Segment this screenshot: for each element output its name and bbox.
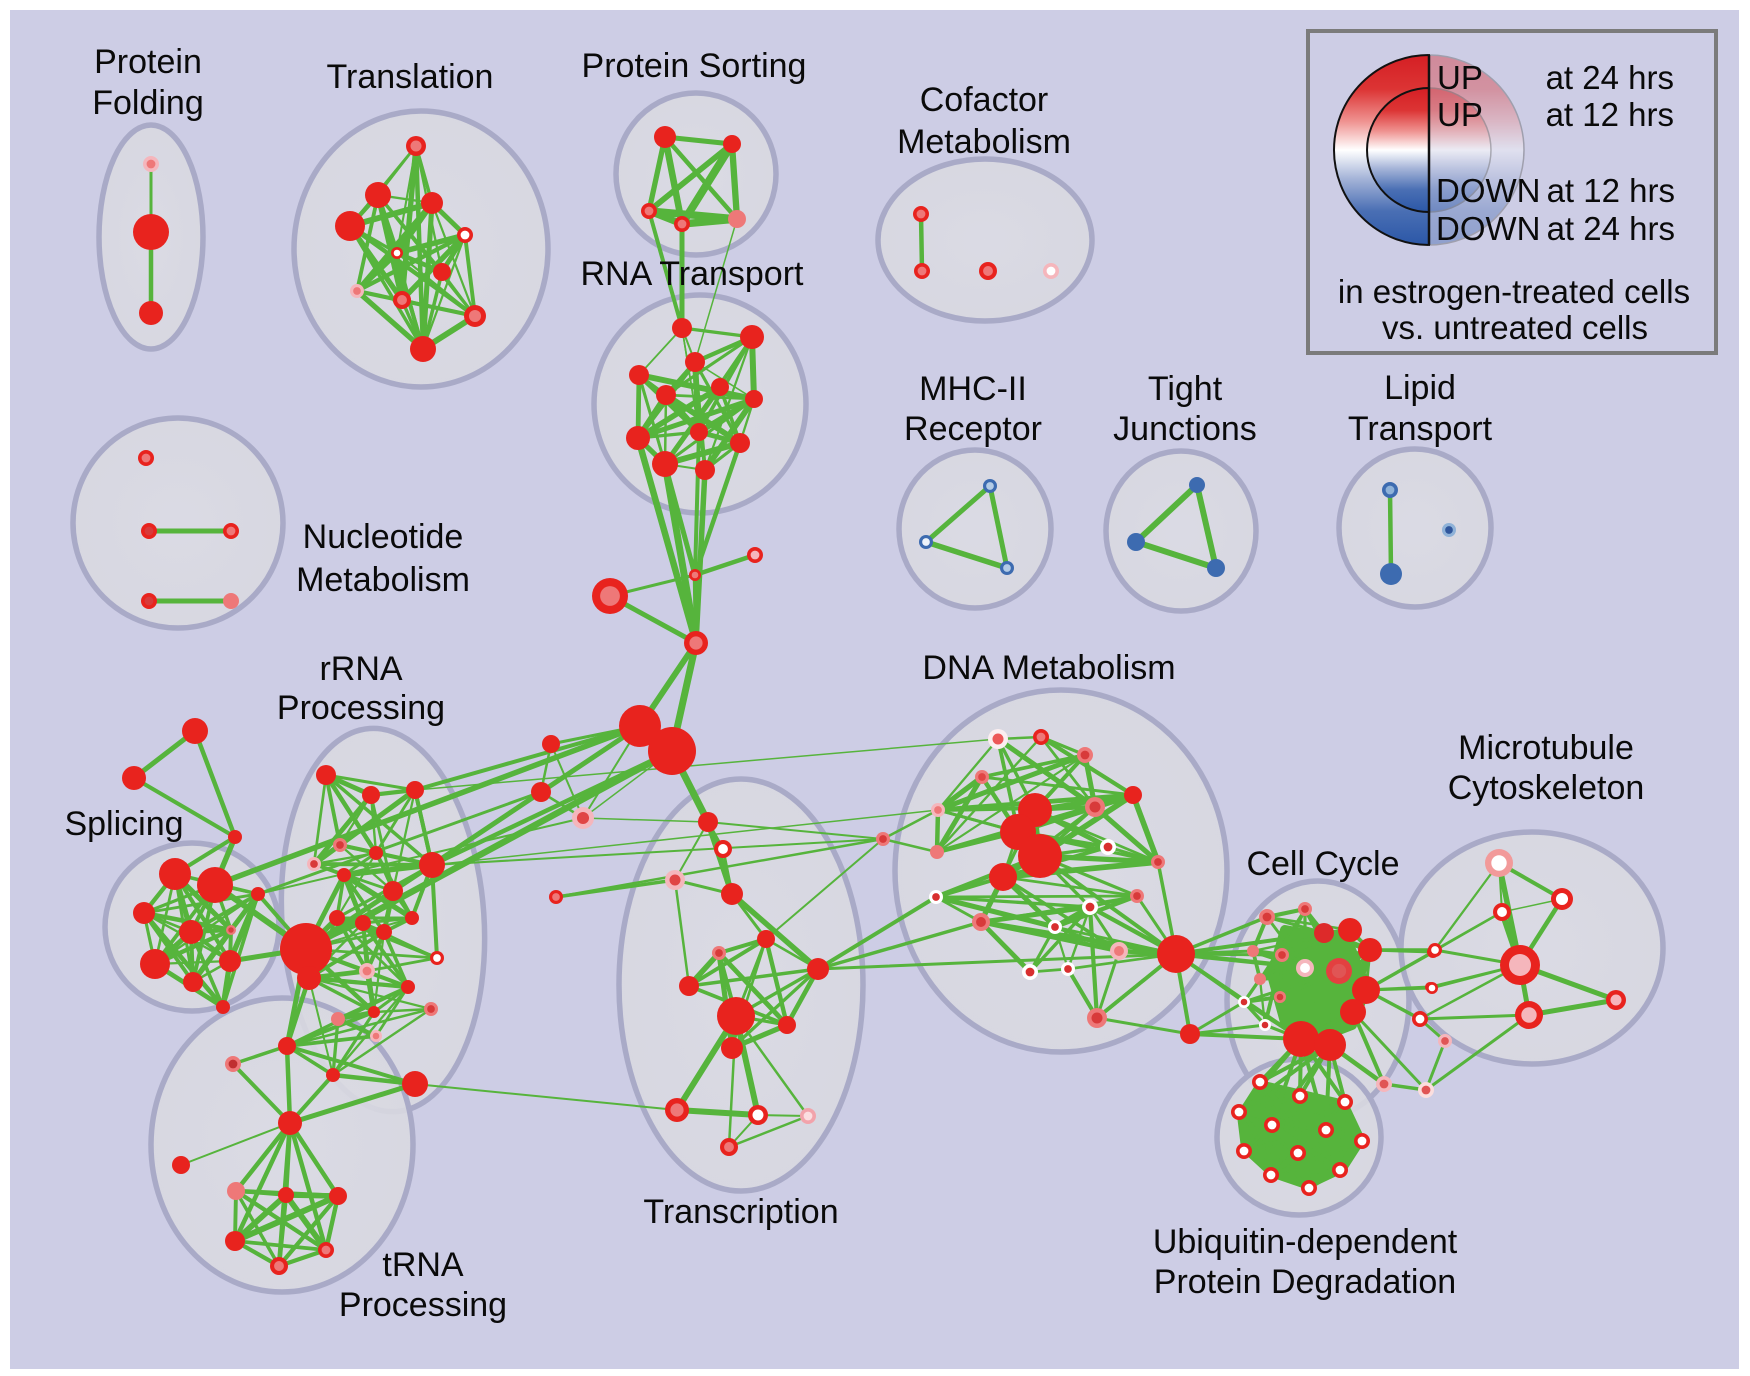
- svg-text:MHC-II: MHC-II: [919, 370, 1027, 408]
- svg-text:rRNA: rRNA: [319, 650, 402, 688]
- svg-text:Metabolism: Metabolism: [296, 561, 470, 599]
- svg-text:vs. untreated cells: vs. untreated cells: [1382, 309, 1648, 346]
- svg-text:in estrogen-treated cells: in estrogen-treated cells: [1338, 273, 1690, 310]
- svg-text:Cofactor: Cofactor: [920, 81, 1049, 119]
- svg-text:Transcription: Transcription: [643, 1193, 838, 1231]
- svg-text:Transport: Transport: [1348, 410, 1493, 448]
- svg-text:Microtubule: Microtubule: [1458, 729, 1634, 767]
- svg-text:Lipid: Lipid: [1384, 369, 1456, 407]
- svg-text:Receptor: Receptor: [904, 410, 1042, 448]
- svg-text:Translation: Translation: [327, 58, 494, 96]
- svg-text:Ubiquitin-dependent: Ubiquitin-dependent: [1153, 1223, 1458, 1261]
- svg-text:DNA Metabolism: DNA Metabolism: [922, 649, 1175, 687]
- svg-text:DOWN: DOWN: [1436, 210, 1540, 247]
- svg-text:Protein: Protein: [94, 43, 202, 81]
- svg-text:Metabolism: Metabolism: [897, 123, 1071, 161]
- svg-text:at 12 hrs: at 12 hrs: [1546, 96, 1674, 133]
- svg-text:RNA Transport: RNA Transport: [581, 255, 805, 293]
- svg-text:UP: UP: [1437, 59, 1483, 96]
- svg-text:tRNA: tRNA: [382, 1246, 464, 1284]
- svg-text:Protein Sorting: Protein Sorting: [582, 47, 807, 85]
- svg-text:at 24 hrs: at 24 hrs: [1546, 59, 1674, 96]
- svg-text:Cytoskeleton: Cytoskeleton: [1448, 769, 1645, 807]
- svg-text:Cell Cycle: Cell Cycle: [1246, 845, 1399, 883]
- svg-text:at 12 hrs: at 12 hrs: [1547, 172, 1675, 209]
- svg-text:Folding: Folding: [92, 84, 204, 122]
- svg-text:Junctions: Junctions: [1113, 410, 1257, 448]
- svg-text:UP: UP: [1437, 96, 1483, 133]
- svg-text:Protein Degradation: Protein Degradation: [1154, 1263, 1456, 1301]
- svg-text:at 24 hrs: at 24 hrs: [1547, 210, 1675, 247]
- svg-text:DOWN: DOWN: [1436, 172, 1540, 209]
- svg-text:Processing: Processing: [339, 1286, 507, 1324]
- svg-text:Nucleotide: Nucleotide: [303, 518, 464, 556]
- svg-text:Processing: Processing: [277, 689, 445, 727]
- svg-text:Splicing: Splicing: [64, 805, 183, 843]
- svg-text:Tight: Tight: [1148, 370, 1223, 408]
